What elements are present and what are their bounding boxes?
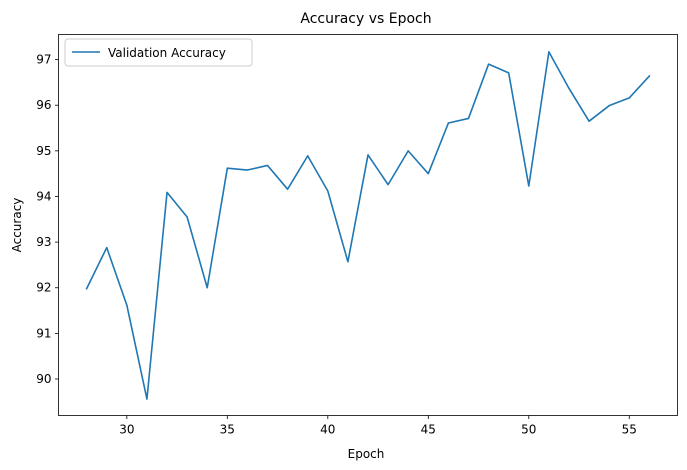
plot-frame (58, 34, 678, 416)
x-axis-ticks: 30 35 40 45 50 55 (119, 415, 637, 437)
series-line (85, 51, 651, 400)
legend-label: Validation Accuracy (108, 46, 226, 60)
legend: Validation Accuracy (64, 38, 253, 67)
series-group (85, 51, 651, 400)
y-tick-label: 94 (36, 189, 51, 203)
y-tick-label: 93 (36, 235, 51, 249)
x-axis-label: Epoch (348, 447, 385, 461)
chart-title: Accuracy vs Epoch (300, 11, 431, 27)
x-tick-label: 50 (521, 423, 536, 437)
y-axis-label: Accuracy (10, 198, 24, 253)
y-axis-ticks: 90 91 92 93 94 95 96 97 (36, 53, 59, 386)
x-tick-label: 45 (421, 423, 436, 437)
y-tick-label: 97 (36, 53, 51, 67)
y-tick-label: 92 (36, 281, 51, 295)
y-tick-label: 90 (36, 372, 51, 386)
y-tick-label: 96 (36, 98, 51, 112)
x-tick-label: 35 (220, 423, 235, 437)
x-tick-label: 30 (119, 423, 134, 437)
x-tick-label: 40 (320, 423, 335, 437)
y-tick-label: 95 (36, 144, 51, 158)
y-tick-label: 91 (36, 326, 51, 340)
x-tick-label: 55 (622, 423, 637, 437)
legend-box (64, 38, 253, 67)
